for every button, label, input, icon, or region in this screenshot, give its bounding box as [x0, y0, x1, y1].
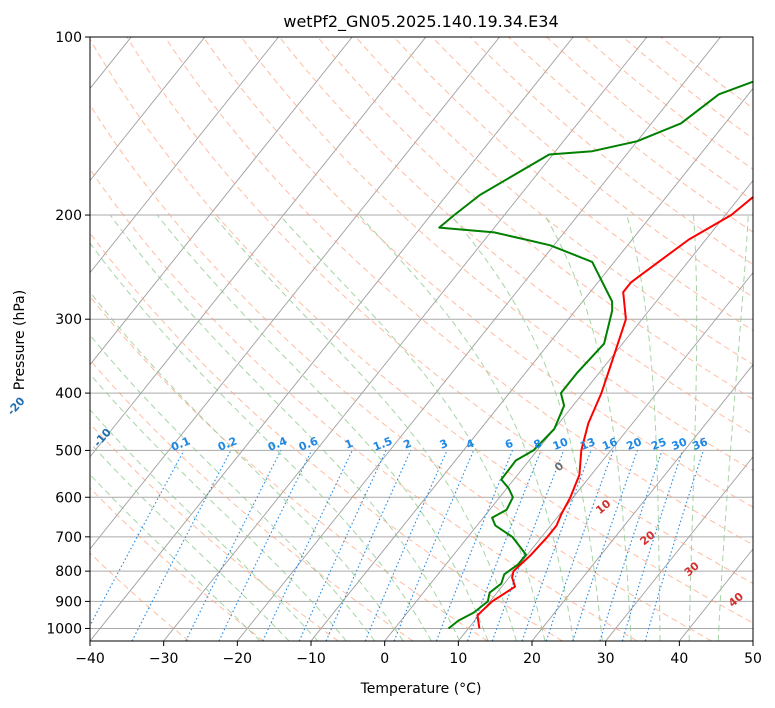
mixing-ratio-label: 1	[343, 437, 355, 452]
dry-adiabat-line	[469, 37, 753, 266]
y-tick-label: 200	[55, 208, 82, 224]
y-tick-label: 700	[55, 530, 82, 546]
dry-adiabat-line	[164, 37, 753, 546]
mixing-ratio-line	[325, 450, 412, 641]
dry-adiabat-line	[317, 37, 753, 400]
y-tick-label: 500	[55, 443, 82, 459]
dry-adiabat-line	[90, 38, 753, 624]
moist-adiabat-line	[212, 214, 517, 641]
isotherm-line	[384, 179, 753, 641]
mixing-ratio-label: 2	[402, 437, 414, 452]
x-tick-label: −20	[223, 651, 253, 667]
moist-adiabat-line	[717, 214, 749, 641]
mixing-ratio-label: 25	[649, 435, 668, 453]
moist-adiabat-line	[90, 291, 404, 641]
x-tick-label: 10	[449, 651, 467, 667]
x-tick-label: 0	[380, 651, 389, 667]
isotherm-line	[457, 271, 753, 641]
mixing-ratio-label: 10	[551, 435, 570, 453]
moist-adiabat-line	[90, 473, 261, 641]
x-tick-label: 20	[523, 651, 541, 667]
y-tick-label: 600	[55, 490, 82, 506]
background-lines	[90, 37, 753, 641]
moist-adiabat-line	[90, 373, 347, 641]
x-tick-label: −30	[149, 651, 179, 667]
temperature-trace	[476, 195, 753, 629]
mixing-ratio-label: 16	[600, 435, 619, 453]
y-tick-label: 300	[55, 312, 82, 328]
mixing-ratio-label: 3	[438, 437, 450, 452]
moist-adiabat-line	[109, 214, 461, 641]
dry-adiabat-line	[431, 37, 753, 298]
x-tick-label: −40	[75, 651, 105, 667]
moist-adiabat-line	[626, 214, 661, 641]
isotherm-line	[90, 37, 500, 550]
dry-adiabat-line	[279, 37, 753, 435]
y-tick-label: 100	[55, 30, 82, 46]
mixing-ratio-line	[364, 450, 448, 641]
x-axis-label: Temperature (°C)	[360, 681, 482, 697]
moist-adiabat-line	[688, 214, 698, 641]
mixing-ratio-label: 13	[578, 435, 597, 453]
dry-adiabat-line	[508, 37, 753, 233]
dry-adiabat-line	[90, 422, 339, 641]
dry-adiabat-line	[90, 295, 488, 641]
x-tick-label: −10	[296, 651, 326, 667]
isotherm-line	[90, 37, 279, 274]
isotherm-line	[90, 37, 427, 458]
moist-adiabat-line	[156, 214, 489, 641]
x-tick-label: 30	[597, 651, 615, 667]
isotherm-line	[531, 364, 753, 641]
mixing-ratio-line	[621, 450, 684, 641]
mixing-ratio-line	[218, 450, 313, 641]
moist-adiabat-line	[90, 409, 319, 641]
isotherm-line	[236, 37, 721, 641]
dry-adiabat-line	[202, 37, 753, 508]
mixing-ratio-line	[599, 450, 663, 641]
moist-adiabat-line	[90, 442, 290, 641]
isotherm-line	[163, 37, 648, 641]
isotherm-line	[90, 37, 574, 641]
mixing-ratio-line	[491, 450, 565, 641]
y-tick-label: 800	[55, 564, 82, 580]
mixing-ratio-line	[521, 450, 592, 641]
mixing-ratio-line	[90, 450, 185, 627]
mixing-ratio-line	[572, 450, 638, 641]
isotherm-line	[90, 37, 206, 182]
moist-adiabat-line	[450, 214, 603, 641]
mixing-ratio-line	[262, 450, 353, 641]
mixing-ratio-label: 20	[625, 435, 644, 453]
x-tick-label: 50	[744, 651, 762, 667]
y-tick-label: 1000	[46, 621, 82, 637]
mixing-ratio-line	[298, 450, 387, 641]
axes: −40 −30 −20 −10 0 10 20 30 40 50 100 200 300 400 500 60…	[46, 30, 762, 667]
y-tick-label: 900	[55, 594, 82, 610]
isotherm-line	[605, 456, 753, 641]
y-axis-label: Pressure (hPa)	[12, 290, 28, 390]
dry-adiabat-line	[240, 37, 753, 472]
moist-adiabat-line	[90, 334, 376, 641]
plot-frame	[89, 36, 754, 642]
x-tick-label: 40	[670, 651, 688, 667]
dry-adiabat-line	[90, 232, 563, 641]
isotherm-line	[90, 37, 353, 366]
moist-adiabat-line	[544, 214, 632, 641]
mixing-ratio-line	[644, 450, 704, 641]
chart-title: wetPf2_GN05.2025.140.19.34.E34	[283, 12, 558, 32]
mixing-ratio-line	[185, 450, 282, 641]
mixing-ratio-line	[545, 450, 614, 641]
mixing-ratio-label: 8	[532, 437, 544, 452]
y-tick-label: 400	[55, 386, 82, 402]
dewpoint-trace	[438, 80, 753, 630]
mixing-ratio-label: 30	[670, 435, 689, 453]
mixing-ratio-label: 36	[691, 435, 710, 453]
sounding-traces	[438, 80, 753, 630]
moist-adiabat-line	[279, 214, 546, 641]
